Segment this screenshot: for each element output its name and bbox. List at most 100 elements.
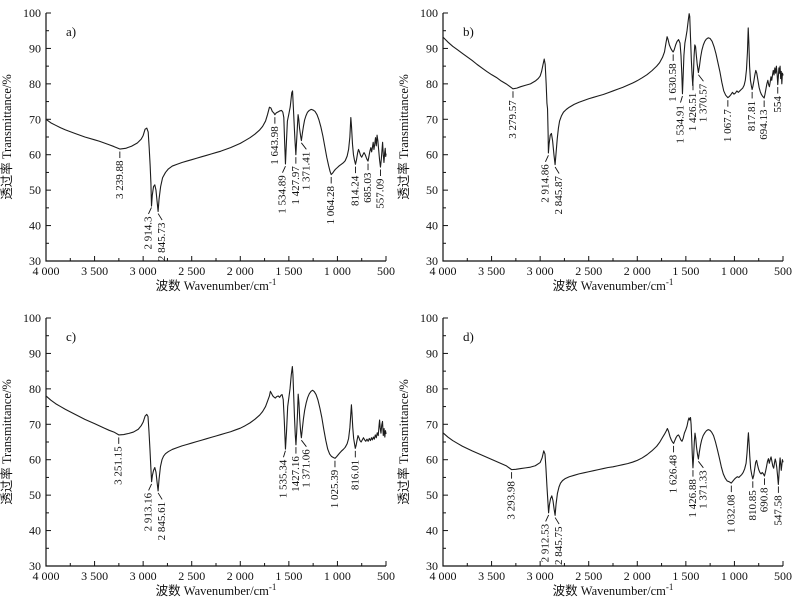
y-tick-label: 90: [29, 41, 41, 55]
y-axis-title: 透过率 Transmittance/%: [396, 379, 411, 505]
spectrum-curve: [442, 13, 784, 166]
y-tick-label: 70: [29, 112, 41, 126]
y-tick-label: 100: [420, 6, 438, 20]
x-tick-label: 3 000: [130, 569, 157, 583]
peak-label: 1 626.48: [668, 454, 680, 493]
peak-leader-line: [680, 95, 683, 103]
x-tick-label: 500: [774, 264, 792, 278]
y-tick-label: 50: [29, 488, 41, 502]
peak-label: 1 534.91: [674, 105, 686, 144]
y-tick-label: 50: [29, 183, 41, 197]
x-tick-label: 4 000: [33, 569, 60, 583]
y-tick-label: 40: [29, 524, 41, 538]
peak-label: 810.85: [747, 490, 759, 521]
y-tick-label: 100: [23, 6, 41, 20]
peak-leader-line: [148, 207, 152, 215]
x-tick-label: 2 000: [227, 569, 254, 583]
peak-leader-line: [157, 492, 163, 500]
y-tick-label: 70: [29, 417, 41, 431]
peak-label: 2 845.87: [553, 175, 565, 214]
peak-label: 1 371.41: [300, 152, 312, 191]
x-tick-label: 3 500: [81, 264, 108, 278]
peak-leader-line: [148, 483, 152, 491]
y-tick-label: 50: [426, 183, 438, 197]
y-tick-label: 50: [426, 488, 438, 502]
x-tick-label: 3 500: [478, 569, 505, 583]
spectrum-panel-d: 4 000 3 500 3 000 2 500 2 000 1 500 1 000 500 10…: [396, 311, 792, 598]
y-tick-label: 60: [29, 148, 41, 162]
peak-label: 2 914.86: [539, 164, 551, 203]
peak-label: 557.09: [374, 178, 386, 209]
peak-label: 1427.16: [290, 456, 302, 492]
peak-leader-line: [698, 74, 704, 82]
x-tick-label: 500: [377, 569, 395, 583]
y-axis-title: 透过率 Transmittance/%: [396, 74, 411, 200]
peak-leader-line: [300, 142, 307, 150]
x-tick-label: 2 500: [178, 264, 205, 278]
x-tick-label: 2 500: [575, 569, 602, 583]
y-tick-label: 30: [29, 559, 41, 573]
peak-label: 3 279.57: [507, 100, 519, 139]
peak-leader-line: [545, 155, 549, 162]
panel-letter: d): [463, 329, 474, 344]
x-tick-label: 3 000: [130, 264, 157, 278]
x-tick-label: 3 500: [478, 264, 505, 278]
y-tick-label: 100: [23, 311, 41, 325]
spectrum-curve: [45, 365, 387, 492]
y-tick-label: 80: [29, 382, 41, 396]
peak-leader-line: [697, 461, 704, 469]
x-tick-label: 1 500: [275, 569, 302, 583]
peak-label: 1 427.97: [290, 166, 302, 205]
peak-label: 690.8: [758, 487, 770, 512]
panel-letter: b): [463, 24, 474, 39]
peak-leader-line: [554, 166, 560, 174]
spectrum-curve: [45, 90, 387, 212]
peak-label: 1 535.34: [277, 459, 289, 498]
peak-leader-line: [282, 450, 286, 458]
peak-label: 685.03: [362, 172, 374, 203]
y-tick-label: 70: [426, 417, 438, 431]
y-tick-label: 60: [29, 453, 41, 467]
peak-label: 1 064.28: [325, 185, 337, 224]
y-tick-label: 40: [426, 219, 438, 233]
y-tick-label: 40: [426, 524, 438, 538]
y-tick-label: 90: [29, 346, 41, 360]
x-tick-label: 1 000: [324, 264, 351, 278]
x-tick-label: 1 500: [672, 569, 699, 583]
y-tick-label: 30: [29, 254, 41, 268]
x-tick-label: 2 000: [624, 569, 651, 583]
peak-label: 694.13: [758, 109, 770, 140]
y-tick-label: 90: [426, 346, 438, 360]
peak-leader-line: [301, 439, 307, 447]
peak-label: 3 251.15: [113, 446, 125, 485]
x-tick-label: 1 500: [672, 264, 699, 278]
y-tick-label: 70: [426, 112, 438, 126]
peak-label: 547.58: [772, 495, 784, 526]
peak-label: 814.24: [349, 175, 361, 206]
peak-label: 1 643.98: [269, 126, 281, 165]
peak-label: 2 845.61: [156, 502, 168, 540]
plot-area: 4 000 3 500 3 000 2 500 2 000 1 500 1 000 500 10…: [0, 6, 395, 293]
peak-label: 1 370.57: [697, 83, 709, 122]
peak-label: 1 067.7: [722, 109, 734, 143]
y-tick-label: 80: [426, 382, 438, 396]
x-tick-label: 4 000: [33, 264, 60, 278]
y-axis-title: 透过率 Transmittance/%: [0, 379, 14, 505]
x-axis-title: 波数 Wavenumber/cm-1: [156, 277, 277, 293]
spectrum-panel-b: 4 000 3 500 3 000 2 500 2 000 1 500 1 000 500 10…: [396, 6, 792, 293]
x-axis-title: 波数 Wavenumber/cm-1: [553, 277, 674, 293]
y-tick-label: 40: [29, 219, 41, 233]
peak-label: 1 371.06: [300, 449, 312, 488]
peak-label: 817.81: [746, 101, 758, 131]
panel-letter: a): [66, 24, 76, 39]
axis-lines: [45, 318, 386, 567]
x-tick-label: 500: [774, 569, 792, 583]
x-tick-label: 1 000: [324, 569, 351, 583]
peak-label: 3 239.88: [114, 160, 126, 199]
x-tick-label: 2 000: [624, 264, 651, 278]
y-tick-label: 80: [29, 77, 41, 91]
y-tick-label: 80: [426, 77, 438, 91]
spectrum-curve: [442, 417, 784, 516]
peak-label: 1 630.58: [667, 63, 679, 102]
spectrum-panel-c: 4 000 3 500 3 000 2 500 2 000 1 500 1 000 500 10…: [0, 311, 395, 598]
